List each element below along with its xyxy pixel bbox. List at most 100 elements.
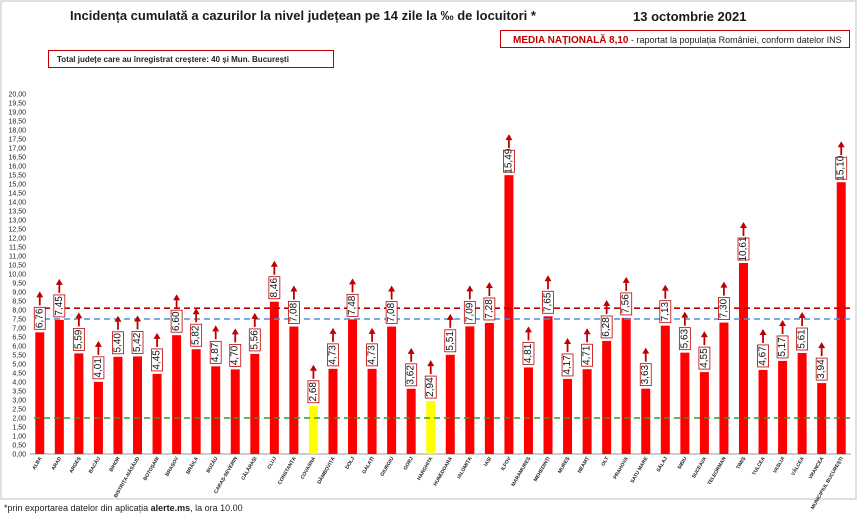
data-label-box-31: [639, 363, 652, 387]
data-label-box-14: [307, 380, 320, 404]
bar-9: [211, 366, 221, 454]
data-label-9: 4,87: [210, 342, 221, 362]
arrow-head-28: [583, 328, 591, 335]
y-tick-label: 9,50: [12, 280, 26, 287]
bar-2: [74, 353, 84, 454]
data-label-1: 7,45: [54, 296, 65, 316]
y-tick-label: 5,00: [12, 361, 26, 368]
y-tick-label: 10,50: [8, 262, 26, 269]
y-tick-label: 0,00: [12, 451, 26, 458]
national-average-value: 8,10: [609, 35, 629, 46]
arrow-head-26: [544, 275, 552, 282]
data-label-box-34: [698, 346, 711, 370]
bar-35: [719, 322, 729, 454]
data-label-27: 4,17: [562, 355, 573, 375]
bar-41: [836, 182, 846, 454]
arrow-head-7: [173, 294, 181, 301]
data-label-box-20: [424, 375, 437, 399]
y-tick-label: 10,00: [8, 271, 26, 278]
y-tick-label: 8,00: [12, 307, 26, 314]
bar-33: [680, 352, 690, 454]
arrow-head-30: [622, 276, 630, 283]
data-label-box-27: [561, 353, 574, 377]
bar-10: [230, 369, 240, 454]
data-label-13: 7,08: [288, 302, 299, 322]
category-label-32: SĂLAJ: [655, 455, 669, 473]
category-label-16: DOLJ: [344, 456, 356, 471]
y-tick-label: 1,50: [12, 424, 26, 431]
arrow-head-39: [798, 312, 806, 319]
data-label-box-23: [483, 297, 496, 321]
arrow-head-16: [349, 278, 357, 285]
category-label-1: ARAD: [51, 456, 64, 472]
y-tick-label: 17,50: [8, 136, 26, 143]
y-tick-label: 12,00: [8, 235, 26, 242]
data-label-36: 10,61: [738, 236, 749, 261]
bar-36: [738, 263, 748, 454]
bar-14: [308, 405, 318, 454]
bar-28: [582, 369, 592, 454]
arrow-head-2: [75, 312, 83, 319]
bar-26: [543, 316, 553, 454]
arrow-head-1: [55, 278, 63, 285]
national-average-box: MEDIA NAȚIONALĂ 8,10 - raportat la popul…: [500, 30, 850, 48]
data-label-box-21: [444, 329, 457, 353]
data-label-38: 5,17: [777, 337, 788, 357]
category-label-26: MEHEDINȚI: [533, 455, 552, 482]
category-label-35: TELEORMAN: [707, 456, 728, 487]
y-tick-label: 2,00: [12, 415, 26, 422]
y-tick-label: 9,00: [12, 289, 26, 296]
data-label-11: 5,56: [249, 330, 260, 350]
data-label-box-5: [131, 331, 144, 354]
bar-24: [504, 175, 514, 454]
data-label-box-30: [620, 292, 633, 316]
arrow-head-9: [212, 325, 220, 332]
bar-27: [563, 378, 573, 454]
bar-0: [35, 332, 45, 454]
report-date: 13 octombrie 2021: [633, 9, 747, 24]
bar-19: [406, 388, 416, 454]
data-label-32: 7,13: [660, 301, 671, 321]
y-tick-label: 5,50: [12, 352, 26, 359]
y-tick-label: 3,00: [12, 397, 26, 404]
data-label-box-12: [268, 276, 281, 300]
category-label-24: ILFOV: [500, 455, 513, 471]
bar-38: [778, 360, 788, 454]
data-label-box-28: [581, 343, 594, 367]
y-tick-label: 4,00: [12, 379, 26, 386]
category-label-15: DÂMBOVIȚA: [316, 455, 337, 485]
bar-17: [367, 368, 377, 454]
data-label-24: 15,49: [503, 148, 514, 173]
data-label-box-32: [659, 300, 672, 324]
category-label-14: COVASNA: [300, 456, 318, 481]
data-label-box-41: [835, 156, 848, 180]
data-label-41: 15,10: [836, 155, 847, 180]
data-label-box-29: [600, 315, 613, 339]
y-tick-label: 17,00: [8, 145, 26, 152]
data-label-box-26: [542, 290, 554, 314]
arrow-head-0: [36, 291, 44, 298]
arrow-head-15: [329, 327, 337, 334]
data-label-33: 5,63: [679, 328, 690, 348]
data-label-box-0: [33, 306, 46, 330]
y-tick-label: 2,50: [12, 406, 26, 413]
bar-32: [660, 325, 670, 454]
data-label-3: 4,01: [93, 358, 104, 378]
chart-frame: [0, 0, 857, 500]
data-label-26: 7,65: [543, 292, 554, 312]
y-tick-label: 13,00: [8, 217, 26, 224]
bar-12: [269, 301, 279, 454]
data-label-0: 6,76: [34, 308, 45, 328]
data-label-30: 7,56: [621, 294, 632, 314]
arrow-head-12: [270, 260, 278, 267]
arrow-head-29: [603, 299, 611, 306]
data-label-6: 4,45: [152, 350, 163, 370]
arrow-head-38: [779, 319, 787, 326]
arrow-head-4: [114, 315, 122, 322]
y-tick-label: 8,50: [12, 298, 26, 305]
national-average-suffix: - raportat la populația României, confor…: [631, 35, 842, 45]
category-label-25: MARAMUREȘ: [510, 455, 532, 487]
y-tick-label: 13,50: [8, 208, 26, 215]
bar-40: [817, 383, 827, 454]
